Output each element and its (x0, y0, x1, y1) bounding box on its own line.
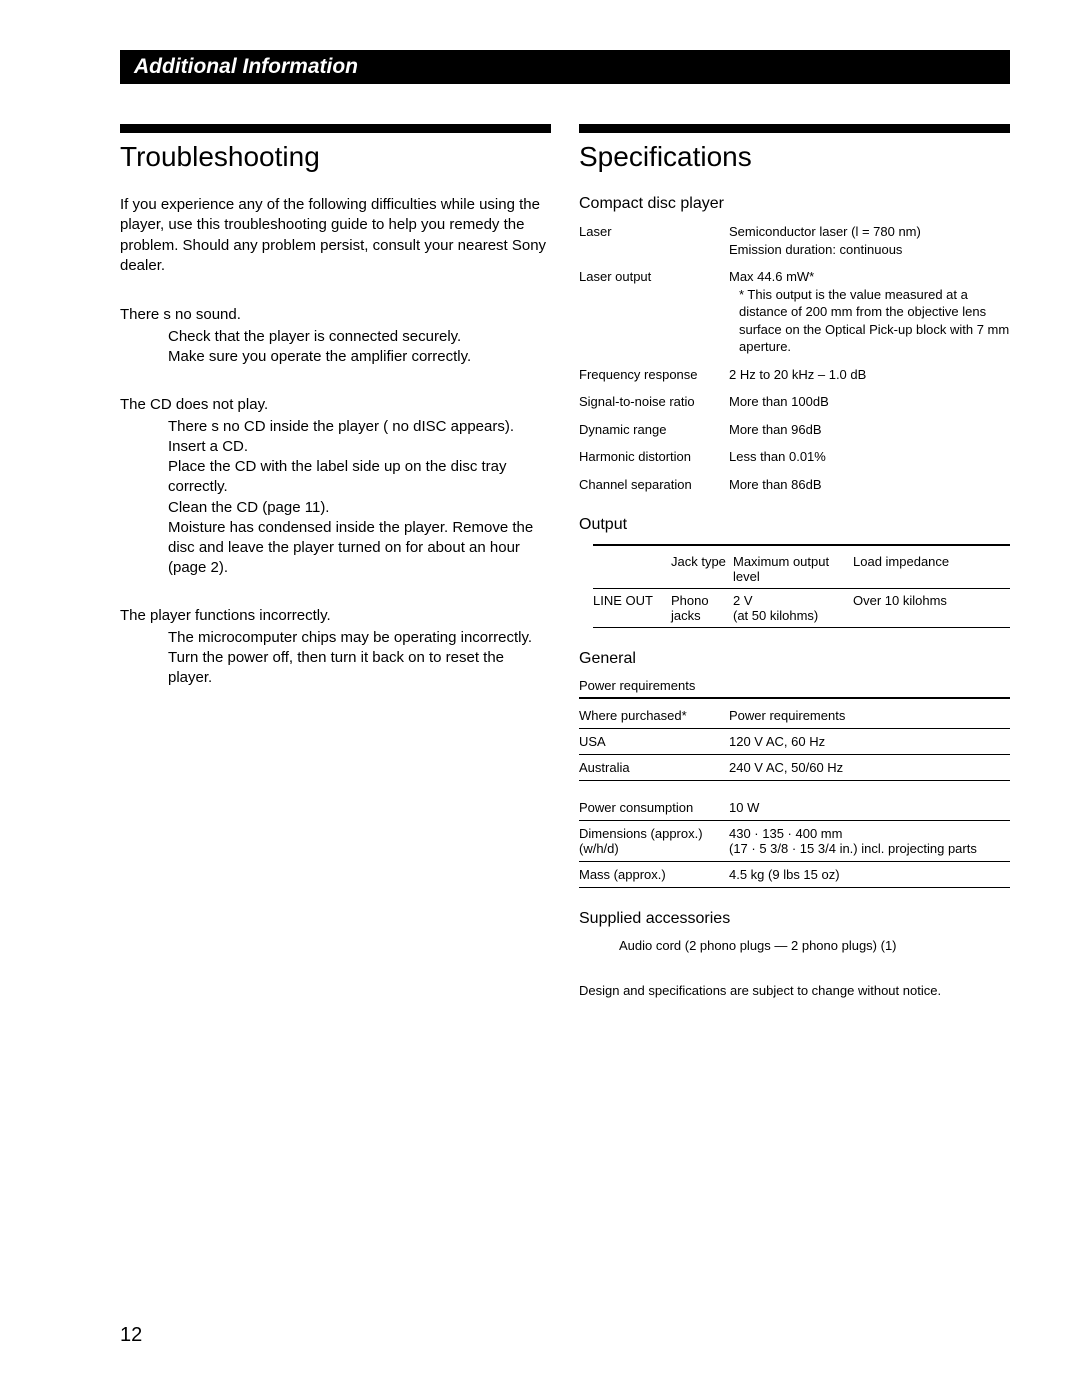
spec-row: Harmonic distortionLess than 0.01% (579, 448, 1010, 466)
spec-value: More than 86dB (729, 476, 1010, 494)
power-rows: USA120 V AC, 60 HzAustralia240 V AC, 50/… (579, 729, 1010, 781)
table-rule-thin (593, 627, 1010, 628)
general-row: Dimensions (approx.) (w/h/d)430 · 135 · … (579, 821, 1010, 861)
problem-text: There s no sound. (120, 306, 551, 323)
problem-text: The player functions incorrectly. (120, 607, 551, 624)
output-h4: Load impedance (853, 554, 1010, 584)
general-label: Mass (approx.) (579, 867, 729, 882)
spec-footnote: Design and specifications are subject to… (579, 983, 1010, 998)
power-value: 120 V AC, 60 Hz (729, 734, 1010, 749)
spec-label: Signal-to-noise ratio (579, 393, 729, 411)
section-rule (579, 124, 1010, 133)
remedy-text: The microcomputer chips may be operating… (120, 628, 551, 689)
output-c2: Phono jacks (671, 593, 733, 623)
troubleshooting-item: The player functions incorrectly. The mic… (120, 607, 551, 689)
section-header-bar: Additional Information (120, 50, 1010, 84)
spec-row: Laser outputMax 44.6 mW** This output is… (579, 268, 1010, 356)
spec-label: Laser output (579, 268, 729, 356)
spec-label: Laser (579, 223, 729, 258)
power-req-title: Power requirements (579, 678, 1010, 693)
remedy-text: Clean the CD (page 11). (120, 498, 551, 518)
general-value: 10 W (729, 800, 1010, 815)
power-row: Australia240 V AC, 50/60 Hz (579, 755, 1010, 780)
output-c4: Over 10 kilohms (853, 593, 1010, 623)
spec-value-note: * This output is the value measured at a… (729, 286, 1010, 356)
general-label: Power consumption (579, 800, 729, 815)
general-row: Mass (approx.)4.5 kg (9 lbs 15 oz) (579, 862, 1010, 887)
two-column-layout: Troubleshooting If you experience any of… (120, 124, 1010, 998)
general-block: Power requirements Where purchased* Powe… (579, 678, 1010, 888)
right-column: Specifications Compact disc player Laser… (579, 124, 1010, 998)
spec-row: Channel separationMore than 86dB (579, 476, 1010, 494)
troubleshooting-item: There s no sound. Check that the player i… (120, 306, 551, 368)
spec-row: Frequency response2 Hz to 20 kHz – 1.0 d… (579, 366, 1010, 384)
spec-value-line: Max 44.6 mW* (729, 268, 1010, 286)
spec-label: Harmonic distortion (579, 448, 729, 466)
spec-value: 2 Hz to 20 kHz – 1.0 dB (729, 366, 1010, 384)
page-number: 12 (120, 1324, 142, 1347)
section-rule (120, 124, 551, 133)
spec-row: LaserSemiconductor laser (l = 780 nm) Em… (579, 223, 1010, 258)
left-column: Troubleshooting If you experience any of… (120, 124, 551, 998)
table-rule-thick (593, 544, 1010, 546)
output-h2: Jack type (671, 554, 733, 584)
general-row: Power consumption10 W (579, 795, 1010, 820)
spec-value: Max 44.6 mW** This output is the value m… (729, 268, 1010, 356)
remedy-text: Moisture has condensed inside the player… (120, 518, 551, 579)
remedy-text: Make sure you operate the amplifier corr… (120, 347, 551, 367)
output-header-row: Jack type Maximum output level Load impe… (593, 550, 1010, 588)
power-row: USA120 V AC, 60 Hz (579, 729, 1010, 754)
general-value: 430 · 135 · 400 mm (17 · 5 3/8 · 15 3/4 … (729, 826, 1010, 856)
spec-value: More than 96dB (729, 421, 1010, 439)
output-table: Jack type Maximum output level Load impe… (593, 544, 1010, 628)
output-h3: Maximum output level (733, 554, 853, 584)
remedy-text: There s no CD inside the player ( no dIS… (120, 417, 551, 458)
general-heading: General (579, 650, 1010, 668)
troubleshooting-title: Troubleshooting (120, 141, 551, 173)
general-value: 4.5 kg (9 lbs 15 oz) (729, 867, 1010, 882)
specifications-title: Specifications (579, 141, 1010, 173)
power-where: USA (579, 734, 729, 749)
remedy-text: Place the CD with the label side up on t… (120, 457, 551, 498)
power-value: 240 V AC, 50/60 Hz (729, 760, 1010, 775)
output-c3: 2 V (at 50 kilohms) (733, 593, 853, 623)
spec-label: Dynamic range (579, 421, 729, 439)
output-h1 (593, 554, 671, 584)
spec-value: More than 100dB (729, 393, 1010, 411)
output-c1: LINE OUT (593, 593, 671, 623)
spec-row: Signal-to-noise ratioMore than 100dB (579, 393, 1010, 411)
supplied-heading: Supplied accessories (579, 910, 1010, 928)
spec-label: Frequency response (579, 366, 729, 384)
general-other-rows: Power consumption10 WDimensions (approx.… (579, 795, 1010, 888)
troubleshooting-item: The CD does not play. There s no CD insid… (120, 396, 551, 579)
supplied-line: Audio cord (2 phono plugs — 2 phono plug… (579, 938, 1010, 953)
power-header-r: Power requirements (729, 708, 1010, 723)
general-label: Dimensions (approx.) (w/h/d) (579, 826, 729, 856)
spec-row: Dynamic rangeMore than 96dB (579, 421, 1010, 439)
troubleshooting-intro: If you experience any of the following d… (120, 195, 551, 276)
table-rule-thick (579, 697, 1010, 699)
output-data-row: LINE OUT Phono jacks 2 V (at 50 kilohms)… (593, 589, 1010, 627)
spec-value: Semiconductor laser (l = 780 nm) Emissio… (729, 223, 1010, 258)
table-rule-thin (579, 887, 1010, 888)
power-header-row: Where purchased* Power requirements (579, 703, 1010, 728)
spec-label: Channel separation (579, 476, 729, 494)
cd-player-heading: Compact disc player (579, 195, 1010, 213)
power-where: Australia (579, 760, 729, 775)
power-header-l: Where purchased* (579, 708, 729, 723)
problem-text: The CD does not play. (120, 396, 551, 413)
troubleshooting-list: There s no sound. Check that the player i… (120, 306, 551, 688)
output-heading: Output (579, 516, 1010, 534)
remedy-text: Check that the player is connected secur… (120, 327, 551, 347)
spec-value: Less than 0.01% (729, 448, 1010, 466)
cd-spec-rows: LaserSemiconductor laser (l = 780 nm) Em… (579, 223, 1010, 494)
